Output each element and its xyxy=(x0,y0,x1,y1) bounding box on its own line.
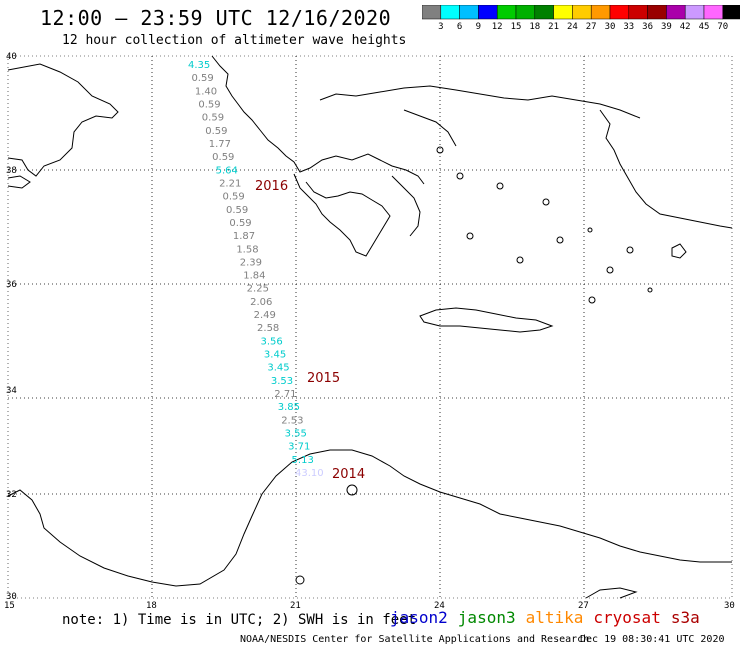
wave-height-value: 2.58 xyxy=(257,323,279,334)
lat-label-38: 38 xyxy=(6,166,17,176)
color-swatch xyxy=(628,5,648,20)
color-swatch xyxy=(572,5,592,20)
sat-s3a: s3a xyxy=(670,608,700,627)
map-frame xyxy=(7,55,733,599)
wave-height-value: 0.59 xyxy=(226,205,248,216)
wave-height-value: 0.59 xyxy=(202,113,224,124)
color-scale-label: 15 xyxy=(510,22,522,32)
color-scale-label: 24 xyxy=(566,22,578,32)
wave-height-value: 5.64 xyxy=(216,165,238,176)
wave-height-value: 3.45 xyxy=(267,363,289,374)
sat-jason2: jason2 xyxy=(390,608,448,627)
color-scale-label: 6 xyxy=(456,22,463,32)
wave-height-value: 2.06 xyxy=(250,297,272,308)
wave-height-value: 0.59 xyxy=(205,126,227,137)
wave-height-value: 3.55 xyxy=(285,429,307,440)
wave-height-value: 0.59 xyxy=(191,73,213,84)
wave-height-value: 1.77 xyxy=(209,139,231,150)
sat-cryosat: cryosat xyxy=(593,608,661,627)
sat-altika: altika xyxy=(525,608,584,627)
color-swatch xyxy=(553,5,573,20)
wave-height-value: 1.84 xyxy=(243,271,265,282)
color-swatch xyxy=(666,5,686,20)
color-swatch xyxy=(534,5,554,20)
wave-height-value: 4.35 xyxy=(188,60,210,71)
color-swatch xyxy=(722,5,740,20)
pass-time-labels: 2016 2015 2014 xyxy=(255,179,365,482)
color-scale-label: 30 xyxy=(604,22,616,32)
color-scale-label: 70 xyxy=(717,22,729,32)
footnote: note: 1) Time is in UTC; 2) SWH is in fe… xyxy=(62,612,417,628)
color-swatch xyxy=(478,5,498,20)
wave-height-value: 2.39 xyxy=(240,257,262,268)
color-scale-label: 39 xyxy=(660,22,672,32)
wave-height-value: 3.45 xyxy=(264,350,286,361)
color-swatch xyxy=(515,5,536,20)
satellite-legend: jason2 jason3 altika cryosat s3a xyxy=(390,608,710,627)
lat-label-34: 34 xyxy=(6,386,17,396)
lon-label-30-east: 30 xyxy=(724,601,735,611)
page-subtitle: 12 hour collection of altimeter wave hei… xyxy=(62,33,407,48)
credit-text: NOAA/NESDIS Center for Satellite Applica… xyxy=(240,634,590,645)
lat-label-40: 40 xyxy=(6,52,17,62)
color-scale-label: 36 xyxy=(642,22,654,32)
lon-label-24: 24 xyxy=(434,601,445,611)
pass-time-label: 2016 xyxy=(255,179,288,194)
color-scale-label: 33 xyxy=(623,22,635,32)
lon-label-15: 15 xyxy=(4,601,15,611)
lat-label-36: 36 xyxy=(6,280,17,290)
wave-height-value: 5.13 xyxy=(292,455,314,466)
wave-height-value: 0.59 xyxy=(212,152,234,163)
color-scale-bar xyxy=(422,5,740,20)
lon-label-27: 27 xyxy=(578,601,589,611)
wave-height-value: 43.10 xyxy=(295,468,324,479)
wave-height-value: 1.87 xyxy=(233,231,255,242)
color-scale-label: 3 xyxy=(438,22,444,32)
graticule xyxy=(8,56,732,598)
wave-height-value: 0.59 xyxy=(229,218,251,229)
color-swatch xyxy=(647,5,667,20)
color-swatch xyxy=(684,5,705,20)
color-swatch xyxy=(496,5,517,20)
color-swatch xyxy=(440,5,460,20)
sat-jason3: jason3 xyxy=(457,608,516,627)
coastlines xyxy=(7,55,733,599)
wave-height-value: 2.21 xyxy=(219,178,241,189)
generated-timestamp: Dec 19 08:30:41 UTC 2020 xyxy=(580,634,725,645)
wave-height-value: 3.85 xyxy=(278,402,300,413)
lon-label-21: 21 xyxy=(290,601,301,611)
color-scale-label: 9 xyxy=(475,22,482,32)
wave-height-value: 3.56 xyxy=(260,336,282,347)
color-swatch xyxy=(590,5,611,20)
color-swatch xyxy=(459,5,479,20)
color-scale-label: 42 xyxy=(679,22,691,32)
pass-time-label: 2014 xyxy=(332,467,365,482)
wave-height-value: 0.59 xyxy=(223,192,245,203)
wave-height-value: 2.71 xyxy=(274,389,296,400)
color-swatch xyxy=(422,5,442,20)
wave-height-value: 2.53 xyxy=(281,415,303,426)
lat-label-30: 30 xyxy=(6,592,17,602)
wave-height-value: 1.58 xyxy=(236,244,258,255)
pass-time-label: 2015 xyxy=(307,371,340,386)
color-swatch xyxy=(703,5,724,20)
wave-height-value: 3.53 xyxy=(271,376,293,387)
color-scale-label: 18 xyxy=(529,22,541,32)
lon-label-18: 18 xyxy=(146,601,157,611)
wave-height-value: 3.71 xyxy=(288,442,310,453)
color-scale-label: 21 xyxy=(548,22,560,32)
wave-height-value: 2.25 xyxy=(247,284,269,295)
color-scale-label: 27 xyxy=(585,22,597,32)
page-title: 12:00 – 23:59 UTC 12/16/2020 xyxy=(40,6,392,30)
lat-label-32: 32 xyxy=(6,490,17,500)
color-scale-label: 45 xyxy=(698,22,710,32)
color-scale-label: 12 xyxy=(491,22,503,32)
wave-height-value: 0.59 xyxy=(198,99,220,110)
color-swatch xyxy=(609,5,630,20)
wave-height-track: 4.35 0.59 1.40 0.59 0.59 0.59 1.77 0.59 5.64 2.21… xyxy=(188,60,324,479)
wave-height-value: 1.40 xyxy=(195,86,217,97)
wave-height-value: 2.49 xyxy=(254,310,276,321)
